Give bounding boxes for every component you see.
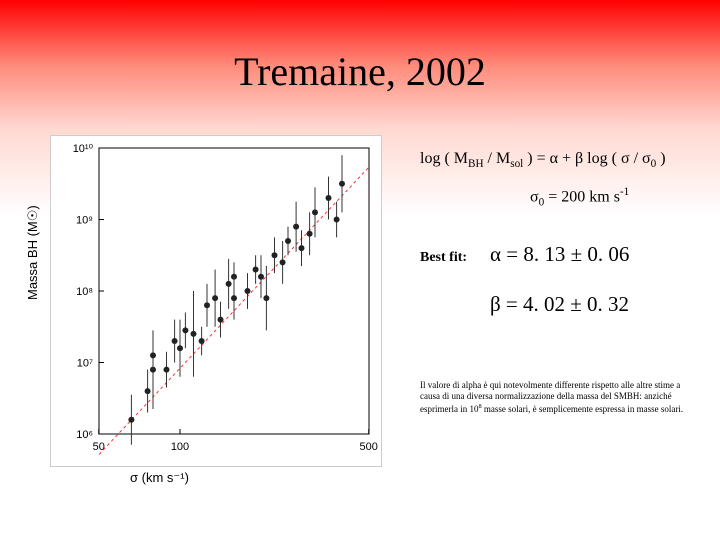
svg-text:500: 500 [360,441,378,453]
page-title: Tremaine, 2002 [0,48,720,95]
equation-model: log ( MBH / Msol ) = α + β log ( σ / σ0 … [420,150,666,170]
svg-text:10⁸: 10⁸ [76,286,93,298]
svg-text:10⁷: 10⁷ [77,358,93,370]
slide: Tremaine, 2002 Massa BH (M☉) 10⁶10⁷10⁸10… [0,0,720,540]
equation-sigma0: σ0 = 200 km s-1 [530,186,629,209]
svg-text:10⁶: 10⁶ [76,429,93,441]
svg-text:100: 100 [171,441,189,453]
svg-text:50: 50 [93,441,105,453]
bestfit-label: Best fit: [420,250,467,266]
svg-text:10⁹: 10⁹ [76,215,93,227]
bestfit-beta: β = 4. 02 ± 0. 32 [490,292,629,317]
plot-xlabel: σ (km s⁻¹) [130,470,189,486]
plot-ylabel: Massa BH (M☉) [25,205,41,300]
bestfit-alpha: α = 8. 13 ± 0. 06 [490,242,629,267]
msigma-plot: 10⁶ 10⁷ 10⁸ 10⁹ 10¹⁰ 50 100 500 [50,135,382,467]
footnote: Il valore di alpha è qui notevolmente di… [420,380,700,415]
svg-text:10¹⁰: 10¹⁰ [73,143,94,155]
